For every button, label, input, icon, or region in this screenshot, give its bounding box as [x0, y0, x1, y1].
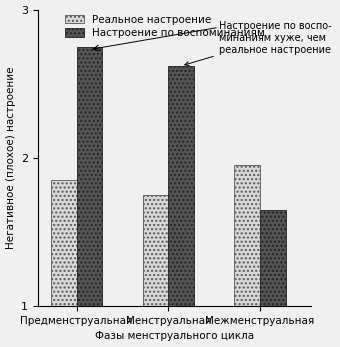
Legend: Реальное настроение, Настроение по воспоминаниям: Реальное настроение, Настроение по воспо…	[65, 15, 265, 38]
Text: Настроение по воспо-
минаниям хуже, чем
реальное настроение: Настроение по воспо- минаниям хуже, чем …	[185, 22, 332, 66]
Bar	[260, 210, 286, 306]
Bar	[142, 195, 168, 306]
Bar	[51, 180, 76, 306]
Y-axis label: Негативное (плохое) настроение: Негативное (плохое) настроение	[5, 67, 16, 249]
Bar	[234, 165, 260, 306]
Bar	[168, 66, 194, 306]
X-axis label: Фазы менструального цикла: Фазы менструального цикла	[95, 331, 254, 341]
Bar	[76, 46, 102, 306]
